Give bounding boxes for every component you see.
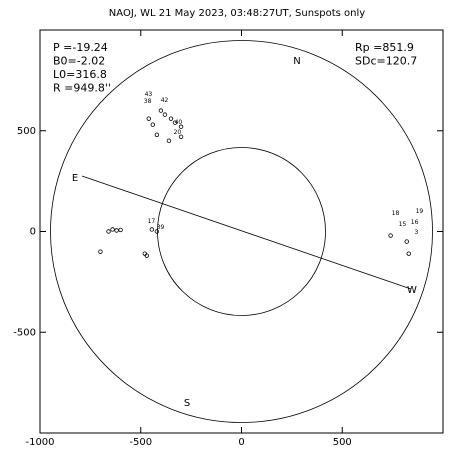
sunspot [106,229,111,234]
sunspot [172,120,178,125]
sunspot [178,124,184,129]
sunspot [150,122,156,127]
info-text: Rp =851.9 [355,41,414,54]
equator-line [81,175,412,290]
x-tick-label: -1000 [25,437,54,448]
sunspot [162,112,168,117]
sunspot [388,233,393,238]
compass-n: N [293,56,300,67]
sunspot [406,251,411,256]
sunspot [149,227,155,232]
solar-disk [50,40,433,423]
info-text: P =-19.24 [53,41,108,54]
region-label: 38 [144,98,152,105]
region-label: 43 [145,91,153,98]
region-label: 39 [157,224,165,231]
sunspot [114,228,119,233]
region-label: 15 [399,221,407,228]
sunspot [146,116,152,121]
central-circle [157,147,326,316]
sunspot [98,249,103,254]
sunspot [178,134,184,139]
x-tick-label: 0 [238,437,244,448]
sunspot [166,138,172,144]
region-label: 42 [161,97,169,104]
sunspot [144,253,149,258]
sunspot [168,116,174,121]
region-label: 20 [174,129,182,136]
compass-e: E [72,173,78,184]
chart-title: NAOJ, WL 21 May 2023, 03:48:27UT, Sunspo… [109,8,365,19]
sunspot [154,132,160,137]
sunspot [110,227,115,232]
y-tick-label: 0 [30,227,36,238]
sunspot [118,227,123,233]
info-text: R =949.8'' [53,82,111,95]
x-tick-label: 500 [333,437,352,448]
region-label: 16 [411,219,419,226]
compass-w: W [407,285,417,296]
region-label: 17 [148,218,156,225]
info-text: L0=316.8 [53,68,107,81]
region-label: 18 [392,210,400,217]
sunspot [404,239,409,244]
compass-s: S [184,398,190,409]
region-label: 3 [414,229,418,236]
y-tick-label: 500 [17,126,36,137]
sunspot [154,229,160,234]
sunspot [158,108,164,113]
x-tick-label: -500 [129,437,152,448]
info-text: B0=-2.02 [53,55,105,68]
info-text: SDc=120.7 [355,55,417,68]
y-tick-label: -500 [13,327,36,338]
region-label: 19 [416,208,424,215]
region-label: 40 [175,119,183,126]
